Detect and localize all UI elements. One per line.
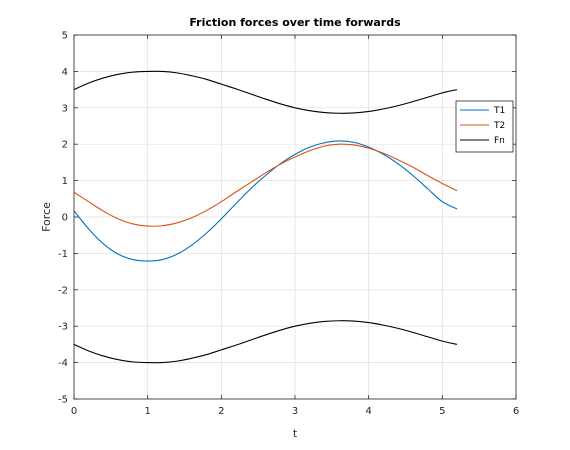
y-tick-label: -5 <box>58 395 68 406</box>
x-tick-label: 2 <box>218 406 224 417</box>
y-axis: -5 -4 -3 -2 -1 0 1 2 3 4 5 <box>58 31 516 406</box>
x-axis: 0 1 2 3 4 5 6 <box>71 35 519 417</box>
legend-label-t2: T2 <box>493 121 505 131</box>
y-tick-label: -1 <box>58 249 68 260</box>
y-tick-label: -2 <box>58 285 68 296</box>
x-tick-label: 3 <box>292 406 298 417</box>
y-tick-label: 5 <box>62 31 68 42</box>
series-group <box>73 70 458 364</box>
series-line-fn-lower <box>73 320 458 364</box>
y-tick-label: 4 <box>62 67 68 78</box>
legend-label-fn: Fn <box>494 136 505 146</box>
x-tick-label: 0 <box>71 406 77 417</box>
y-tick-label: 0 <box>62 213 68 224</box>
y-axis-label: Force <box>40 202 53 232</box>
x-tick-label: 6 <box>513 406 519 417</box>
x-tick-label: 5 <box>439 406 445 417</box>
x-tick-label: 4 <box>365 406 371 417</box>
series-line-t2 <box>73 143 458 227</box>
chart-title: Friction forces over time forwards <box>189 16 401 29</box>
legend-label-t1: T1 <box>493 106 505 116</box>
y-tick-label: -3 <box>58 322 68 333</box>
y-tick-label: 2 <box>62 140 68 151</box>
y-tick-label: 3 <box>62 103 68 114</box>
series-line-fn <box>73 70 458 114</box>
y-tick-label: 1 <box>62 176 68 187</box>
y-tick-label: -4 <box>58 358 68 369</box>
series-line-t1 <box>73 140 458 262</box>
x-tick-label: 1 <box>144 406 150 417</box>
legend: T1 T2 Fn <box>455 100 514 153</box>
x-axis-label: t <box>293 427 298 440</box>
